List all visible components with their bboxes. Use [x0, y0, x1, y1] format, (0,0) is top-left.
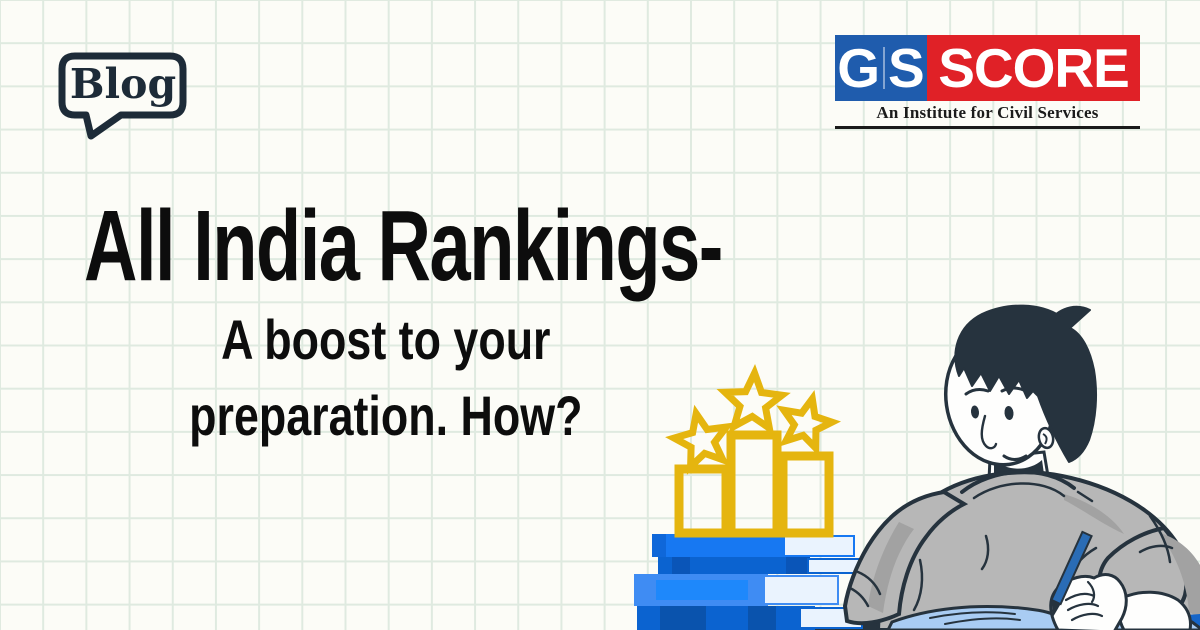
- page-title: All India Rankings-: [84, 190, 723, 302]
- eye: [970, 405, 980, 419]
- finger-lines: [1064, 580, 1104, 622]
- star-icon: [723, 372, 783, 429]
- nose: [980, 414, 998, 450]
- blog-badge-label: Blog: [69, 60, 177, 108]
- speech-bubble-icon: [58, 52, 187, 140]
- student-illustration: [842, 304, 1200, 630]
- podium-icon: [674, 430, 834, 538]
- eye: [1004, 406, 1014, 420]
- logo-letter-g: G: [837, 37, 881, 99]
- eyebrow: [964, 388, 990, 396]
- logo-letter-divider: [883, 47, 886, 89]
- gsscore-logo: G S SCORE An Institute for Civil Service…: [835, 35, 1140, 129]
- stars: [670, 372, 836, 469]
- eyebrow: [1000, 386, 1028, 393]
- hair: [954, 304, 1098, 463]
- book-stack-icon: [634, 534, 871, 630]
- logo-letter-s: S: [888, 37, 925, 99]
- gsscore-logo-boxes: G S SCORE: [835, 35, 1140, 101]
- logo-underline: [835, 126, 1140, 129]
- subtitle-line-1: A boost to your: [220, 308, 551, 371]
- writing-hand: [1049, 530, 1192, 630]
- mouth: [1002, 454, 1028, 461]
- blog-badge: Blog: [58, 52, 188, 140]
- pencil-tip: [1051, 599, 1061, 617]
- logo-gs-box: G S: [835, 35, 927, 101]
- subtitle-line-2: preparation. How?: [188, 384, 583, 447]
- logo-tagline: An Institute for Civil Services: [876, 103, 1099, 122]
- star-icon: [670, 408, 733, 469]
- logo-score-box: SCORE: [927, 35, 1140, 101]
- page-subtitle: A boost to your preparation. How?: [63, 302, 708, 454]
- star-icon: [777, 393, 836, 451]
